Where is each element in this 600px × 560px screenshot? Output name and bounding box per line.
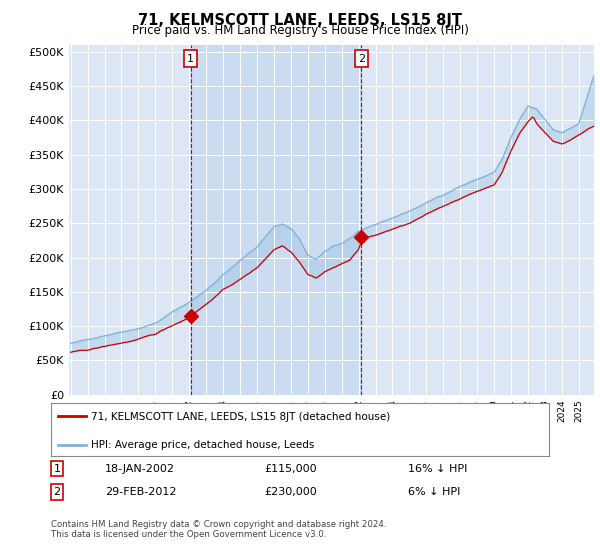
Text: Contains HM Land Registry data © Crown copyright and database right 2024.
This d: Contains HM Land Registry data © Crown c… xyxy=(51,520,386,539)
Text: 1: 1 xyxy=(53,464,61,474)
Text: Price paid vs. HM Land Registry's House Price Index (HPI): Price paid vs. HM Land Registry's House … xyxy=(131,24,469,37)
Text: 71, KELMSCOTT LANE, LEEDS, LS15 8JT: 71, KELMSCOTT LANE, LEEDS, LS15 8JT xyxy=(138,13,462,28)
Text: £115,000: £115,000 xyxy=(264,464,317,474)
Text: £230,000: £230,000 xyxy=(264,487,317,497)
Bar xyxy=(191,45,361,395)
Text: 1: 1 xyxy=(187,54,194,63)
Text: HPI: Average price, detached house, Leeds: HPI: Average price, detached house, Leed… xyxy=(91,440,314,450)
Text: 6% ↓ HPI: 6% ↓ HPI xyxy=(408,487,460,497)
Text: 18-JAN-2002: 18-JAN-2002 xyxy=(105,464,175,474)
Text: 71, KELMSCOTT LANE, LEEDS, LS15 8JT (detached house): 71, KELMSCOTT LANE, LEEDS, LS15 8JT (det… xyxy=(91,412,390,422)
Text: 16% ↓ HPI: 16% ↓ HPI xyxy=(408,464,467,474)
Text: 29-FEB-2012: 29-FEB-2012 xyxy=(105,487,176,497)
Text: 2: 2 xyxy=(358,54,365,63)
Text: 2: 2 xyxy=(53,487,61,497)
